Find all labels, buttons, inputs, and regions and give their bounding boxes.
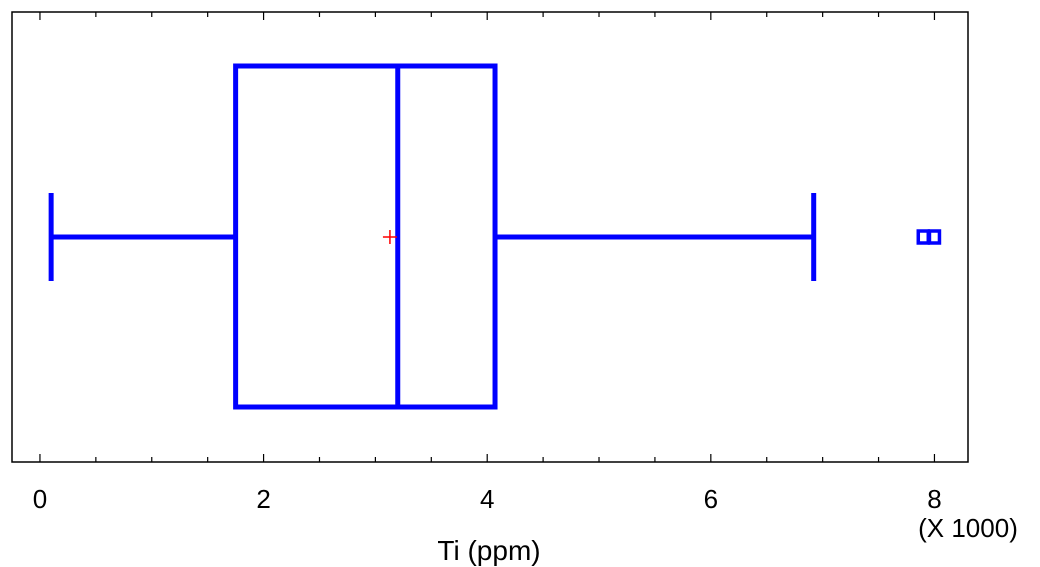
x-axis-ticks: 0 2 4 6 8	[33, 12, 942, 514]
x-tick-label: 8	[927, 484, 941, 514]
x-tick-label: 4	[480, 484, 494, 514]
x-tick-label: 0	[33, 484, 47, 514]
outlier-point	[916, 229, 931, 245]
x-tick-label: 2	[256, 484, 270, 514]
interquartile-box	[233, 63, 498, 410]
axis-scale-label: (X 1000)	[918, 513, 1018, 543]
box-plot-marks	[48, 63, 942, 410]
plot-frame	[11, 11, 969, 463]
x-tick-label: 6	[704, 484, 718, 514]
x-axis-title: Ti (ppm)	[437, 535, 540, 566]
outlier-point	[927, 229, 942, 245]
